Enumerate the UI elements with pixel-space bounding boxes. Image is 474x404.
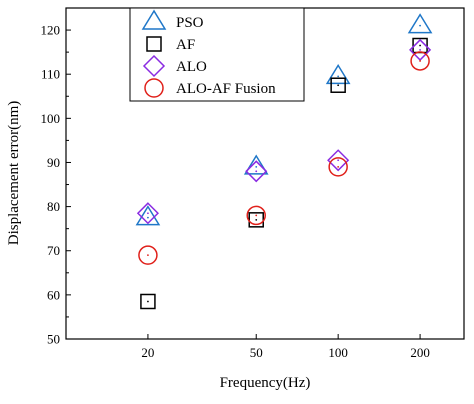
data-point-center — [337, 159, 340, 162]
data-point-diamond — [136, 202, 159, 225]
data-point-circle — [138, 245, 158, 265]
y-ticks: 50 60 70 80 90 100 110 120 — [41, 23, 71, 347]
legend-label: PSO — [176, 15, 204, 31]
legend-label: ALO — [176, 59, 207, 75]
data-point-center — [337, 75, 340, 78]
data-point-center — [255, 170, 258, 173]
data-point-center — [419, 24, 421, 27]
data-point-center — [255, 165, 258, 168]
data-point-circle — [328, 157, 348, 177]
x-tick-label: 50 — [250, 345, 263, 360]
x-tick-label: 20 — [141, 345, 154, 360]
data-point-center — [419, 60, 421, 62]
data-point-triangle — [407, 13, 433, 34]
data-point-center — [337, 165, 340, 168]
x-axis-title: Frequency(Hz) — [220, 375, 311, 391]
y-tick-label: 50 — [47, 332, 60, 347]
data-points — [135, 13, 433, 310]
data-point-diamond — [327, 149, 350, 172]
x-tick-label: 100 — [328, 345, 348, 360]
data-point-center — [255, 218, 258, 221]
y-tick-label: 60 — [47, 287, 60, 302]
legend-box — [129, 7, 305, 102]
y-axis-title: Displacement error(nm) — [6, 101, 22, 246]
data-point-center — [419, 49, 421, 51]
y-tick-label: 120 — [41, 23, 61, 38]
data-point-center — [419, 44, 421, 47]
data-point-center — [147, 254, 149, 257]
data-point-center — [147, 212, 149, 215]
legend-marker-square — [146, 36, 162, 52]
legend-marker-triangle — [141, 9, 167, 30]
data-point-square — [330, 77, 346, 93]
data-point-circle — [246, 205, 266, 226]
y-tick-label: 110 — [41, 67, 60, 82]
data-point-center — [255, 214, 258, 217]
legend-marker-diamond — [142, 54, 166, 78]
data-point-center — [147, 216, 149, 219]
x-tick-label: 200 — [410, 345, 430, 360]
data-point-diamond — [409, 38, 432, 61]
y-tick-label: 90 — [47, 155, 60, 170]
data-point-triangle — [243, 154, 269, 175]
legend-label: ALO-AF Fusion — [176, 81, 276, 97]
data-point-center — [337, 84, 340, 87]
data-point-triangle — [135, 205, 161, 226]
legend-marker-circle — [144, 78, 164, 98]
data-point-center — [147, 300, 149, 303]
x-ticks: 20 50 100 200 — [141, 334, 430, 360]
y-tick-label: 100 — [41, 111, 61, 126]
legend: PSO AF ALO ALO-AF Fusion — [129, 7, 305, 102]
data-point-triangle — [325, 63, 351, 85]
legend-label: AF — [176, 37, 195, 53]
y-tick-label: 70 — [47, 243, 60, 258]
data-point-square — [140, 293, 156, 310]
data-point-diamond — [245, 160, 268, 183]
data-point-circle — [410, 51, 430, 71]
y-tick-label: 80 — [47, 199, 60, 214]
